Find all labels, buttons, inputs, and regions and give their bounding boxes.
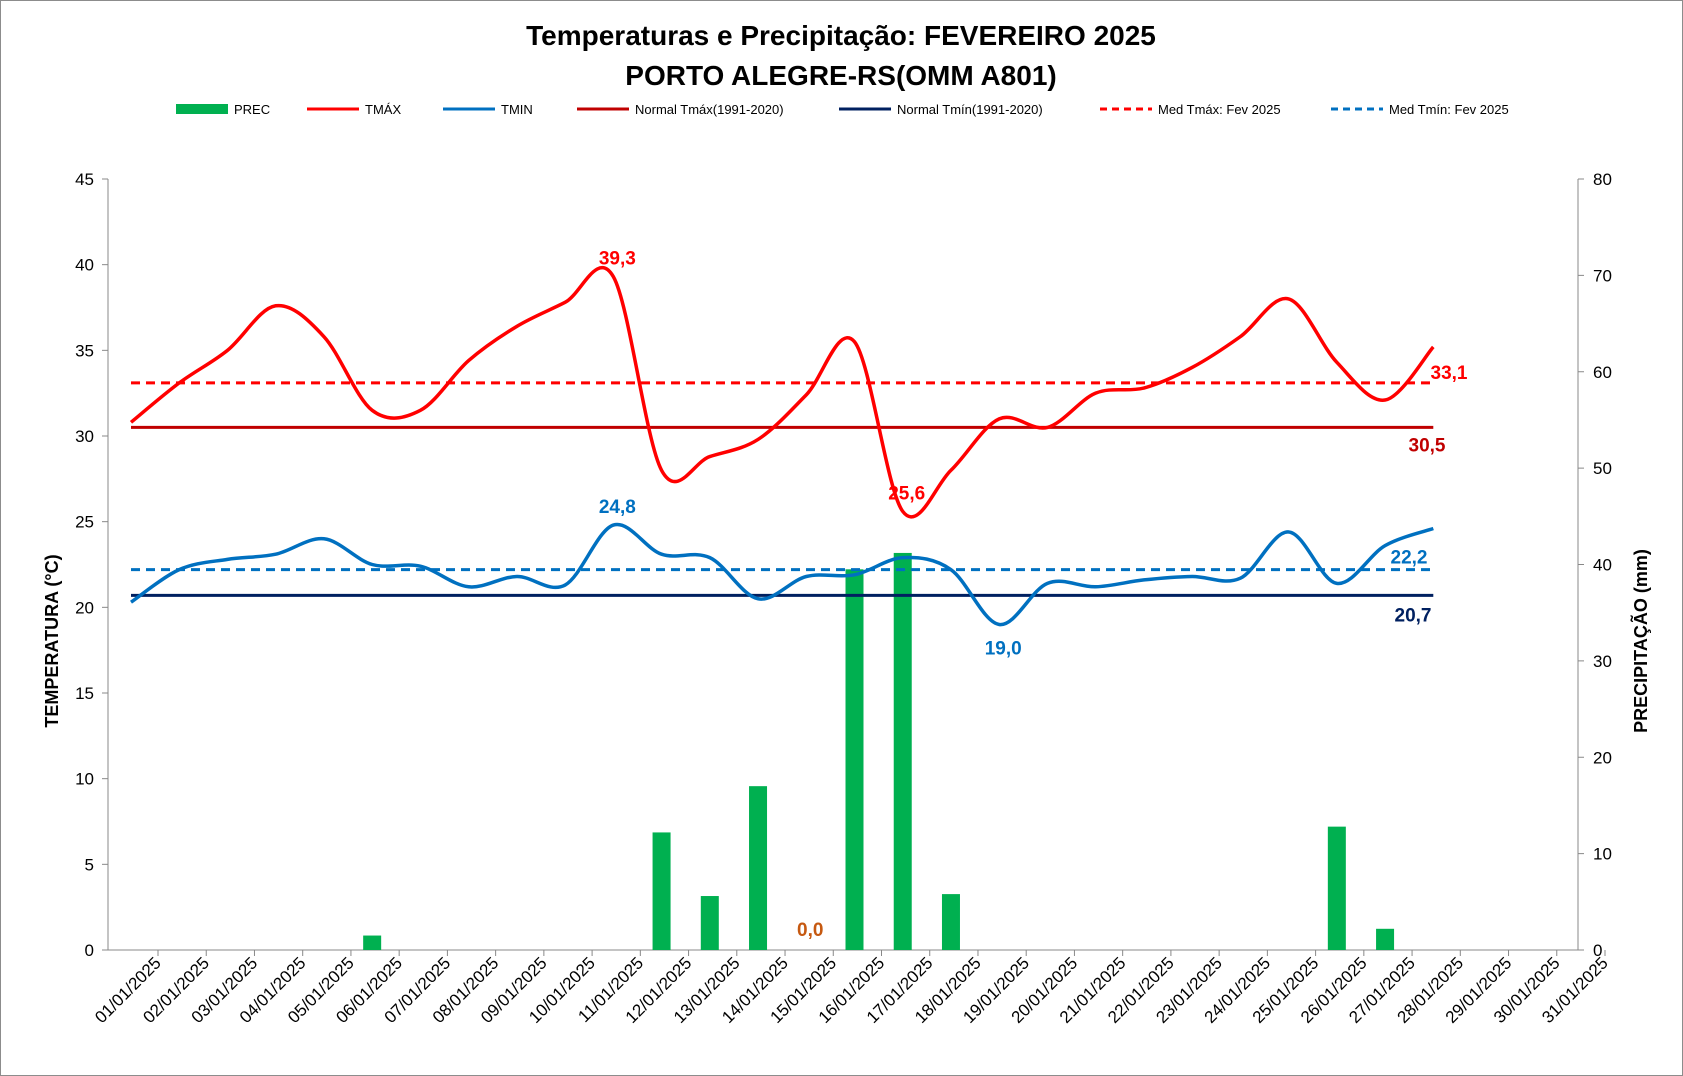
y2-tick-label: 40 xyxy=(1593,556,1612,575)
reference-line-label: 30,5 xyxy=(1409,435,1446,456)
y-tick-label: 40 xyxy=(75,256,94,275)
legend-label: TMÁX xyxy=(365,102,401,117)
legend-label: PREC xyxy=(234,102,270,117)
y2-tick-label: 80 xyxy=(1593,170,1612,189)
legend-label: Med Tmín: Fev 2025 xyxy=(1389,102,1509,117)
data-label: 24,8 xyxy=(599,497,636,518)
reference-line-label: 20,7 xyxy=(1395,605,1432,626)
legend-swatch xyxy=(176,104,228,114)
data-label: 0,0 xyxy=(797,920,823,941)
data-label: 39,3 xyxy=(599,249,636,270)
y2-tick-label: 10 xyxy=(1593,845,1612,864)
legend-label: Normal Tmáx(1991-2020) xyxy=(635,102,784,117)
y-tick-label: 30 xyxy=(75,427,94,446)
y-tick-label: 5 xyxy=(85,855,94,874)
y-tick-label: 15 xyxy=(75,684,94,703)
y-tick-label: 35 xyxy=(75,341,94,360)
chart-subtitle: PORTO ALEGRE-RS(OMM A801) xyxy=(625,60,1056,91)
prec-bar xyxy=(363,935,382,950)
prec-bar xyxy=(941,894,960,950)
legend-label: Normal Tmín(1991-2020) xyxy=(897,102,1043,117)
y-tick-label: 10 xyxy=(75,770,94,789)
y2-tick-label: 60 xyxy=(1593,363,1612,382)
legend: PREC TMÁX TMIN Normal Tmáx(1991-2020) Normal… xyxy=(176,102,1509,117)
y2-tick-label: 0 xyxy=(1593,941,1602,960)
y2-tick-label: 20 xyxy=(1593,748,1612,767)
reference-line-label: 33,1 xyxy=(1431,363,1468,384)
y-tick-label: 20 xyxy=(75,598,94,617)
data-label: 25,6 xyxy=(888,483,925,504)
y-tick-label: 25 xyxy=(75,513,94,532)
y2-tick-label: 50 xyxy=(1593,459,1612,478)
plot-area: 0510152025303540450102030405060708001/01… xyxy=(75,170,1612,1027)
reference-line-label: 22,2 xyxy=(1391,548,1428,569)
prec-bar xyxy=(1376,928,1395,950)
prec-bar xyxy=(893,552,912,950)
prec-bar xyxy=(700,896,719,950)
y2-axis-title: PRECIPITAÇÃO (mm) xyxy=(1630,549,1651,733)
y2-tick-label: 70 xyxy=(1593,266,1612,285)
y2-tick-label: 30 xyxy=(1593,652,1612,671)
prec-bar xyxy=(1327,826,1346,950)
legend-label: Med Tmáx: Fev 2025 xyxy=(1158,102,1281,117)
prec-bar xyxy=(652,832,671,950)
y-tick-label: 45 xyxy=(75,170,94,189)
prec-bar xyxy=(845,569,864,950)
prec-bar xyxy=(749,786,768,950)
legend-label: TMIN xyxy=(501,102,533,117)
series-line-tmin xyxy=(130,522,1434,627)
y-axis-title: TEMPERATURA (°C) xyxy=(42,554,62,727)
data-label: 19,0 xyxy=(985,638,1022,659)
series-line-tmax xyxy=(129,266,1435,519)
y-tick-label: 0 xyxy=(85,941,94,960)
chart-title: Temperaturas e Precipitação: FEVEREIRO 2… xyxy=(526,20,1156,51)
